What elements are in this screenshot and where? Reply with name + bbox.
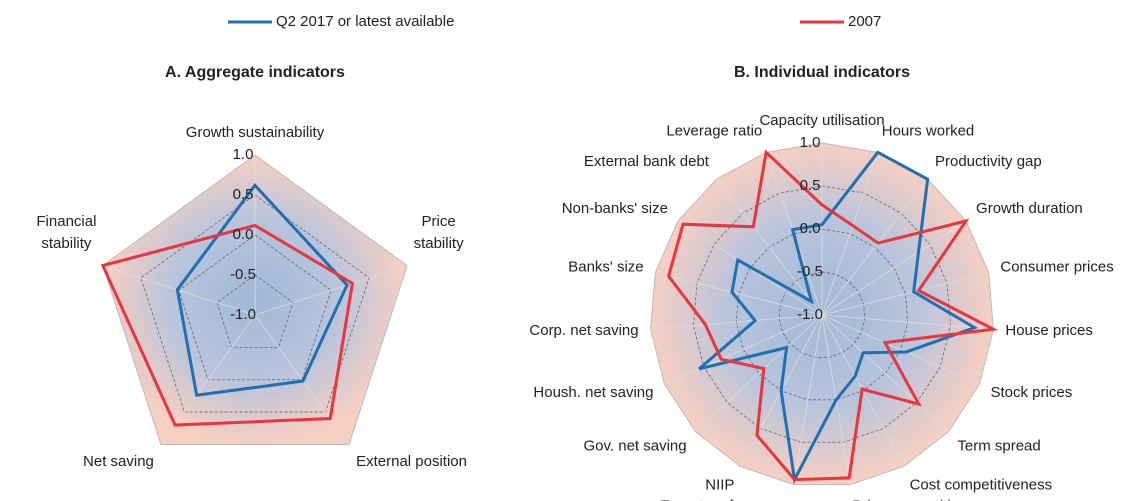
r-tick-label: 0.5	[800, 177, 821, 194]
category-label: Net saving	[83, 453, 154, 470]
category-label: House prices	[1005, 322, 1093, 339]
series-line	[100, 223, 355, 427]
category-label: Non-banks' size	[562, 200, 668, 217]
r-tick-label: -0.5	[797, 263, 823, 280]
spoke	[695, 314, 823, 432]
category-label: Banks' size	[568, 258, 643, 275]
category-label: Growth duration	[976, 200, 1083, 217]
category-label-line: stability	[414, 235, 465, 252]
grid-ring	[178, 234, 332, 381]
r-tick-label: 0.0	[800, 220, 821, 237]
spoke	[655, 272, 823, 316]
spoke	[821, 179, 928, 316]
category-label: Gov. net saving	[584, 437, 687, 454]
spoke	[821, 272, 989, 316]
grid-ring	[693, 185, 951, 443]
r-tick-label: 0.0	[233, 226, 254, 243]
r-tick-label: -1.0	[797, 306, 823, 323]
category-label: Housh. net saving	[533, 384, 653, 401]
category-label-line: stability	[41, 235, 92, 252]
grid-ring	[650, 142, 994, 486]
category-label-line: Price	[421, 213, 455, 230]
category-label: Export performance	[660, 497, 792, 501]
grid-ring	[216, 274, 294, 348]
r-tick-label: -0.5	[230, 266, 256, 283]
category-label: Financial stability	[36, 213, 96, 252]
r-tick-label: 1.0	[233, 146, 254, 163]
series-line	[666, 149, 999, 482]
category-label: Leverage ratio	[666, 122, 762, 139]
category-label: Stock prices	[991, 384, 1073, 401]
spoke	[821, 314, 980, 385]
grid-ring	[140, 194, 370, 413]
category-label: Cost competitiveness	[910, 477, 1053, 494]
chart-title: A. Aggregate indicators	[165, 64, 345, 81]
legend-label: 2007	[848, 13, 881, 30]
spoke	[160, 314, 256, 445]
series-line	[698, 150, 979, 485]
r-tick-label: -1.0	[230, 306, 256, 323]
spoke	[793, 314, 823, 485]
category-label: Price competitiveness	[852, 497, 998, 501]
spoke	[821, 314, 949, 432]
category-label: Consumer prices	[1000, 258, 1113, 275]
category-label: Price stability	[414, 213, 465, 252]
category-label: Hours worked	[882, 122, 975, 139]
spoke	[821, 314, 994, 330]
category-label: External bank debt	[584, 153, 710, 170]
r-tick-label: 1.0	[800, 134, 821, 151]
spoke	[716, 179, 823, 316]
legend-label: Q2 2017 or latest available	[276, 13, 454, 30]
r-tick-label: 0.5	[233, 186, 254, 203]
category-label: NIIP	[705, 477, 734, 494]
spoke	[254, 265, 408, 316]
category-label: External position	[356, 453, 467, 470]
category-label: Capacity utilisation	[759, 112, 884, 129]
category-label: Term spread	[957, 437, 1040, 454]
grid-ring	[102, 154, 408, 445]
spoke	[664, 314, 823, 385]
spoke	[821, 152, 879, 316]
spoke	[650, 314, 823, 330]
category-label: Productivity gap	[935, 153, 1042, 170]
category-label: Corp. net saving	[529, 322, 638, 339]
category-label: Growth sustainability	[186, 124, 325, 141]
spoke	[821, 220, 967, 316]
series-line	[175, 183, 349, 397]
chart-title: B. Individual indicators	[734, 64, 910, 81]
category-label-line: Financial	[36, 213, 96, 230]
